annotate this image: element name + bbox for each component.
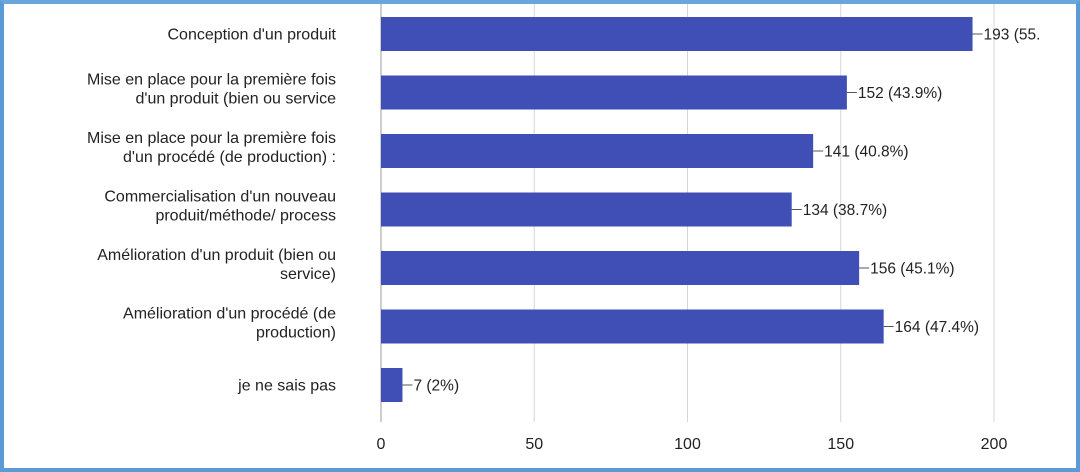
category-label: Mise en place pour la première fois xyxy=(87,130,336,147)
x-tick-label: 100 xyxy=(674,436,701,453)
value-label: 141 (40.8%) xyxy=(824,144,908,161)
value-label: 193 (55. xyxy=(984,27,1041,44)
category-label: Amélioration d'un procédé (de xyxy=(123,306,336,323)
bar xyxy=(381,75,847,110)
value-label: 156 (45.1%) xyxy=(870,261,954,278)
category-label: produit/méthode/ process xyxy=(155,208,336,225)
category-label: Amélioration d'un produit (bien ou xyxy=(97,247,336,264)
category-label: Commercialisation d'un nouveau xyxy=(104,189,336,206)
value-label: 152 (43.9%) xyxy=(858,85,942,102)
x-tick-label: 50 xyxy=(525,436,543,453)
bar xyxy=(381,134,814,168)
category-label: Mise en place pour la première fois xyxy=(87,72,336,89)
value-label: 164 (47.4%) xyxy=(895,319,979,336)
bar xyxy=(381,251,860,285)
category-label: je ne sais pas xyxy=(237,378,336,395)
category-label: d'un procédé (de production) : xyxy=(123,149,336,166)
bar xyxy=(381,192,792,227)
category-label: service) xyxy=(280,266,336,283)
category-label: d'un produit (bien ou service xyxy=(135,91,336,108)
value-label: 134 (38.7%) xyxy=(803,202,887,219)
category-label: Conception d'un produit xyxy=(167,27,336,44)
value-label: 7 (2%) xyxy=(413,378,459,395)
bar xyxy=(381,368,403,402)
category-label: production) xyxy=(256,325,336,342)
x-tick-label: 0 xyxy=(377,436,386,453)
bar xyxy=(381,17,973,51)
x-tick-label: 200 xyxy=(981,436,1008,453)
x-tick-label: 150 xyxy=(827,436,854,453)
bar xyxy=(381,309,884,344)
